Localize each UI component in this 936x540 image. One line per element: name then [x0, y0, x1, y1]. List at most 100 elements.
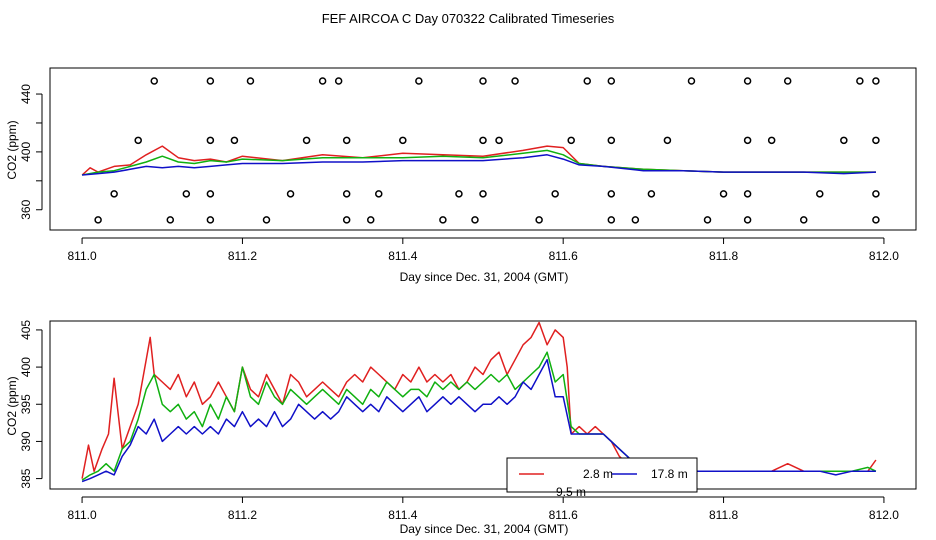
- outlier-point: [607, 216, 616, 224]
- outlier-point: [166, 216, 175, 224]
- bottom-x-tick-label: 811.2: [228, 508, 257, 522]
- top-y-axis-label: CO2 (ppm): [5, 120, 19, 179]
- bottom-axes: 811.0 811.2 811.4 811.6 811.8 812.0 385 390 395 4…: [19, 320, 899, 522]
- outlier-point: [743, 190, 752, 198]
- legend-label-2-8m: 2.8 m: [583, 467, 613, 481]
- outlier-point: [567, 136, 575, 145]
- legend: 2.8 m 17.8 m 9.5 m: [506, 457, 698, 499]
- outlier-point: [743, 77, 752, 85]
- outlier-point: [334, 77, 343, 85]
- bottom-plot-frame: [49, 320, 917, 490]
- outlier-point: [439, 216, 447, 224]
- outlier-point: [375, 190, 383, 198]
- outlier-point: [206, 216, 215, 224]
- top-x-tick-label: 811.0: [68, 249, 97, 263]
- outlier-point: [134, 136, 142, 145]
- outlier-point: [399, 136, 407, 145]
- top-y-tick-label: 400: [19, 142, 33, 162]
- top-axes: 811.0 811.2 811.4 811.6 811.8 812.0 360 400 440: [19, 84, 899, 263]
- outlier-point: [366, 216, 375, 224]
- outlier-point: [607, 136, 616, 145]
- bottom-y-tick-label: 405: [19, 320, 33, 340]
- top-x-tick-label: 812.0: [869, 249, 899, 263]
- bottom-y-tick-label: 385: [19, 468, 33, 488]
- outlier-point: [455, 190, 463, 198]
- top-outlier-points: [94, 77, 880, 224]
- legend-box: [506, 457, 698, 493]
- outlier-point: [607, 190, 616, 198]
- top-y-tick-label: 360: [19, 199, 33, 219]
- outlier-point: [150, 77, 158, 85]
- outlier-point: [342, 190, 351, 198]
- outlier-point: [872, 190, 880, 198]
- top-y-tick-label: 440: [19, 84, 33, 104]
- outlier-point: [687, 77, 696, 85]
- top-x-tick-label: 811.4: [388, 249, 417, 263]
- outlier-point: [110, 190, 118, 198]
- bottom-series-blue-17-8-m: [81, 358, 876, 483]
- top-plot-frame: [49, 67, 917, 231]
- bottom-x-tick-label: 812.0: [869, 508, 899, 522]
- outlier-point: [607, 77, 616, 85]
- outlier-point: [535, 216, 543, 224]
- outlier-point: [631, 216, 640, 224]
- top-series-green-green: [81, 149, 876, 176]
- chart-title: FEF AIRCOA C Day 070322 Calibrated Times…: [322, 11, 615, 26]
- top-x-tick-label: 811.2: [228, 249, 257, 263]
- outlier-point: [415, 77, 423, 85]
- bottom-x-axis-label: Day since Dec. 31, 2004 (GMT): [400, 522, 569, 536]
- outlier-point: [262, 216, 271, 224]
- top-x-tick-label: 811.8: [709, 249, 738, 263]
- outlier-point: [703, 216, 712, 224]
- outlier-point: [230, 136, 239, 145]
- bottom-x-tick-label: 811.0: [68, 508, 97, 522]
- outlier-point: [342, 136, 351, 145]
- outlier-point: [719, 190, 728, 198]
- outlier-point: [647, 190, 656, 198]
- outlier-point: [872, 77, 880, 85]
- outlier-point: [206, 136, 215, 145]
- outlier-point: [206, 77, 215, 85]
- bottom-x-tick-label: 811.8: [709, 508, 738, 522]
- outlier-point: [471, 216, 479, 224]
- top-series-blue-17-8-m: [82, 154, 876, 176]
- outlier-point: [743, 216, 752, 224]
- outlier-point: [856, 77, 864, 85]
- outlier-point: [840, 136, 848, 145]
- outlier-point: [479, 77, 487, 85]
- bottom-y-tick-label: 400: [19, 357, 33, 377]
- outlier-point: [495, 136, 503, 145]
- outlier-point: [663, 136, 672, 145]
- outlier-point: [583, 77, 591, 85]
- outlier-point: [783, 77, 792, 85]
- outlier-point: [206, 190, 215, 198]
- outlier-point: [767, 136, 776, 145]
- bottom-y-axis-label: CO2 (ppm): [5, 376, 19, 435]
- outlier-point: [479, 136, 487, 145]
- bottom-series-group: [81, 321, 877, 483]
- outlier-point: [743, 136, 752, 145]
- outlier-point: [342, 216, 351, 224]
- outlier-point: [479, 190, 487, 198]
- outlier-point: [872, 216, 880, 224]
- bottom-series-red-2-8-m: [81, 321, 877, 479]
- outlier-point: [872, 136, 880, 145]
- outlier-point: [94, 216, 102, 224]
- outlier-point: [511, 77, 519, 85]
- top-x-axis-label: Day since Dec. 31, 2004 (GMT): [400, 270, 569, 284]
- bottom-x-tick-label: 811.6: [549, 508, 578, 522]
- bottom-x-tick-label: 811.4: [388, 508, 417, 522]
- outlier-point: [799, 216, 808, 224]
- legend-label-17-8m: 17.8 m: [651, 467, 688, 481]
- bottom-y-tick-label: 390: [19, 431, 33, 451]
- outlier-point: [551, 190, 559, 198]
- outlier-point: [246, 77, 255, 85]
- outlier-point: [302, 136, 311, 145]
- outlier-point: [816, 190, 824, 198]
- top-series-group: [81, 145, 876, 176]
- outlier-point: [318, 77, 327, 85]
- bottom-y-tick-label: 395: [19, 394, 33, 414]
- outlier-point: [182, 190, 191, 198]
- top-x-tick-label: 811.6: [549, 249, 578, 263]
